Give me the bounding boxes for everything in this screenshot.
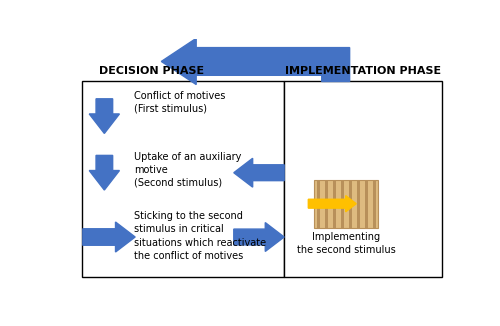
FancyBboxPatch shape xyxy=(356,180,360,228)
Text: Conflict of motives
(First stimulus): Conflict of motives (First stimulus) xyxy=(134,91,226,114)
Polygon shape xyxy=(234,158,284,187)
Polygon shape xyxy=(234,223,284,251)
FancyBboxPatch shape xyxy=(348,180,352,228)
Text: IMPLEMENTATION PHASE: IMPLEMENTATION PHASE xyxy=(285,66,441,76)
Text: Uptake of an auxiliary
motive
(Second stimulus): Uptake of an auxiliary motive (Second st… xyxy=(134,152,242,188)
Polygon shape xyxy=(308,196,356,212)
FancyBboxPatch shape xyxy=(333,180,336,228)
FancyBboxPatch shape xyxy=(284,82,442,277)
FancyBboxPatch shape xyxy=(340,180,344,228)
Polygon shape xyxy=(83,222,135,252)
Polygon shape xyxy=(89,99,120,133)
Text: Implementing
the second stimulus: Implementing the second stimulus xyxy=(297,231,396,255)
FancyBboxPatch shape xyxy=(314,180,378,228)
Text: Sticking to the second
stimulus in critical
situations which reactivate
the conf: Sticking to the second stimulus in criti… xyxy=(134,211,266,261)
FancyBboxPatch shape xyxy=(317,180,320,228)
FancyBboxPatch shape xyxy=(325,180,328,228)
Polygon shape xyxy=(89,156,120,190)
FancyBboxPatch shape xyxy=(364,180,368,228)
FancyBboxPatch shape xyxy=(372,180,376,228)
Polygon shape xyxy=(162,38,350,84)
Text: DECISION PHASE: DECISION PHASE xyxy=(99,66,204,76)
FancyBboxPatch shape xyxy=(82,82,284,277)
